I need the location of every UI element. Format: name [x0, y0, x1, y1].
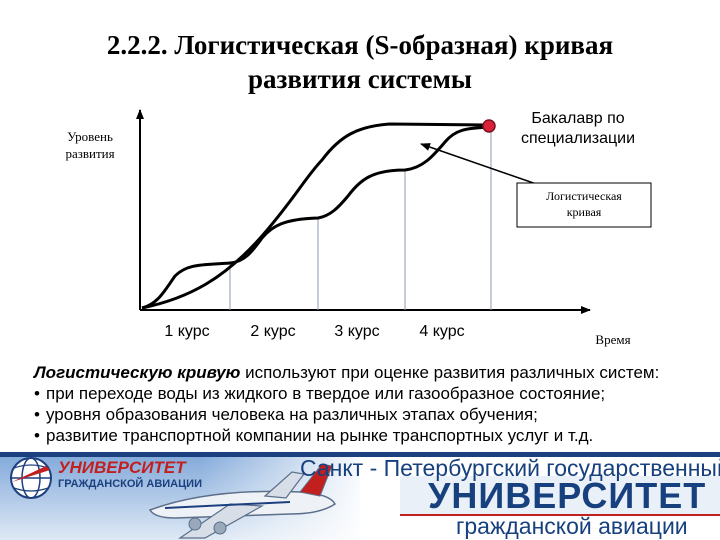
bullet-icon: •: [34, 405, 40, 424]
endpoint-label-line2: специализации: [521, 130, 635, 147]
logistic-curve-stepped: [141, 125, 492, 310]
bullet-icon: •: [34, 426, 40, 445]
endpoint-marker: [482, 119, 496, 133]
callout-label-line1: Логистическая: [546, 189, 622, 203]
bullet-item-3: • развитие транспортной компании на рынке…: [34, 425, 704, 446]
body-text: Логистическую кривую используют при оцен…: [34, 362, 704, 446]
bullet-icon: •: [34, 384, 40, 403]
globe-logo-icon: [10, 457, 52, 499]
airplane-icon: [148, 463, 336, 539]
banner-graphic: [0, 452, 720, 540]
bullet-text-1: при переходе воды из жидкого в твердое и…: [46, 384, 606, 403]
logo-subtitle: ГРАЖДАНСКОЙ АВИАЦИИ: [58, 478, 202, 490]
callout-box: [516, 182, 652, 228]
x-axis-label: Время: [595, 332, 630, 347]
bullet-item-1: • при переходе воды из жидкого в твердое …: [34, 383, 704, 404]
body-lead-term: Логистическую кривую: [34, 363, 241, 382]
y-axis-label-line2: развития: [65, 146, 114, 161]
logistic-curve-smooth: [141, 122, 489, 310]
x-tick-course-2: 2 курс: [250, 323, 295, 340]
callout-label-line2: кривая: [567, 205, 602, 219]
logistic-curve-diagram: Логистическая кривая Бакалавр по специал…: [65, 109, 652, 347]
x-tick-course-4: 4 курс: [419, 323, 464, 340]
body-intro: Логистическую кривую используют при оцен…: [34, 362, 704, 383]
banner-line1: Санкт - Петербургский государственный: [300, 455, 720, 481]
slide-title-line2: развития системы: [248, 64, 472, 94]
banner-accent-bar: [400, 476, 720, 514]
bullet-text-2: уровня образования человека на различных…: [46, 405, 538, 424]
x-tick-course-3: 3 курс: [334, 323, 379, 340]
body-intro-rest: используют при оценке развития различных…: [240, 363, 660, 382]
slide-title: 2.2.2. Логистическая (S-образная) кривая…: [0, 28, 720, 96]
y-axis-label-line1: Уровень: [67, 129, 113, 144]
x-tick-course-1: 1 курс: [164, 323, 209, 340]
bullet-text-3: развитие транспортной компании на рынке …: [46, 426, 594, 445]
logo-title: УНИВЕРСИТЕТ: [58, 458, 186, 477]
university-banner: [0, 452, 720, 540]
bullet-item-2: • уровня образования человека на различны…: [34, 404, 704, 425]
slide-title-line1: 2.2.2. Логистическая (S-образная) кривая: [106, 30, 614, 60]
endpoint-label-line1: Бакалавр по: [531, 110, 624, 127]
banner-line2: УНИВЕРСИТЕТ: [428, 475, 707, 516]
banner-line3: гражданской авиации: [456, 513, 688, 539]
